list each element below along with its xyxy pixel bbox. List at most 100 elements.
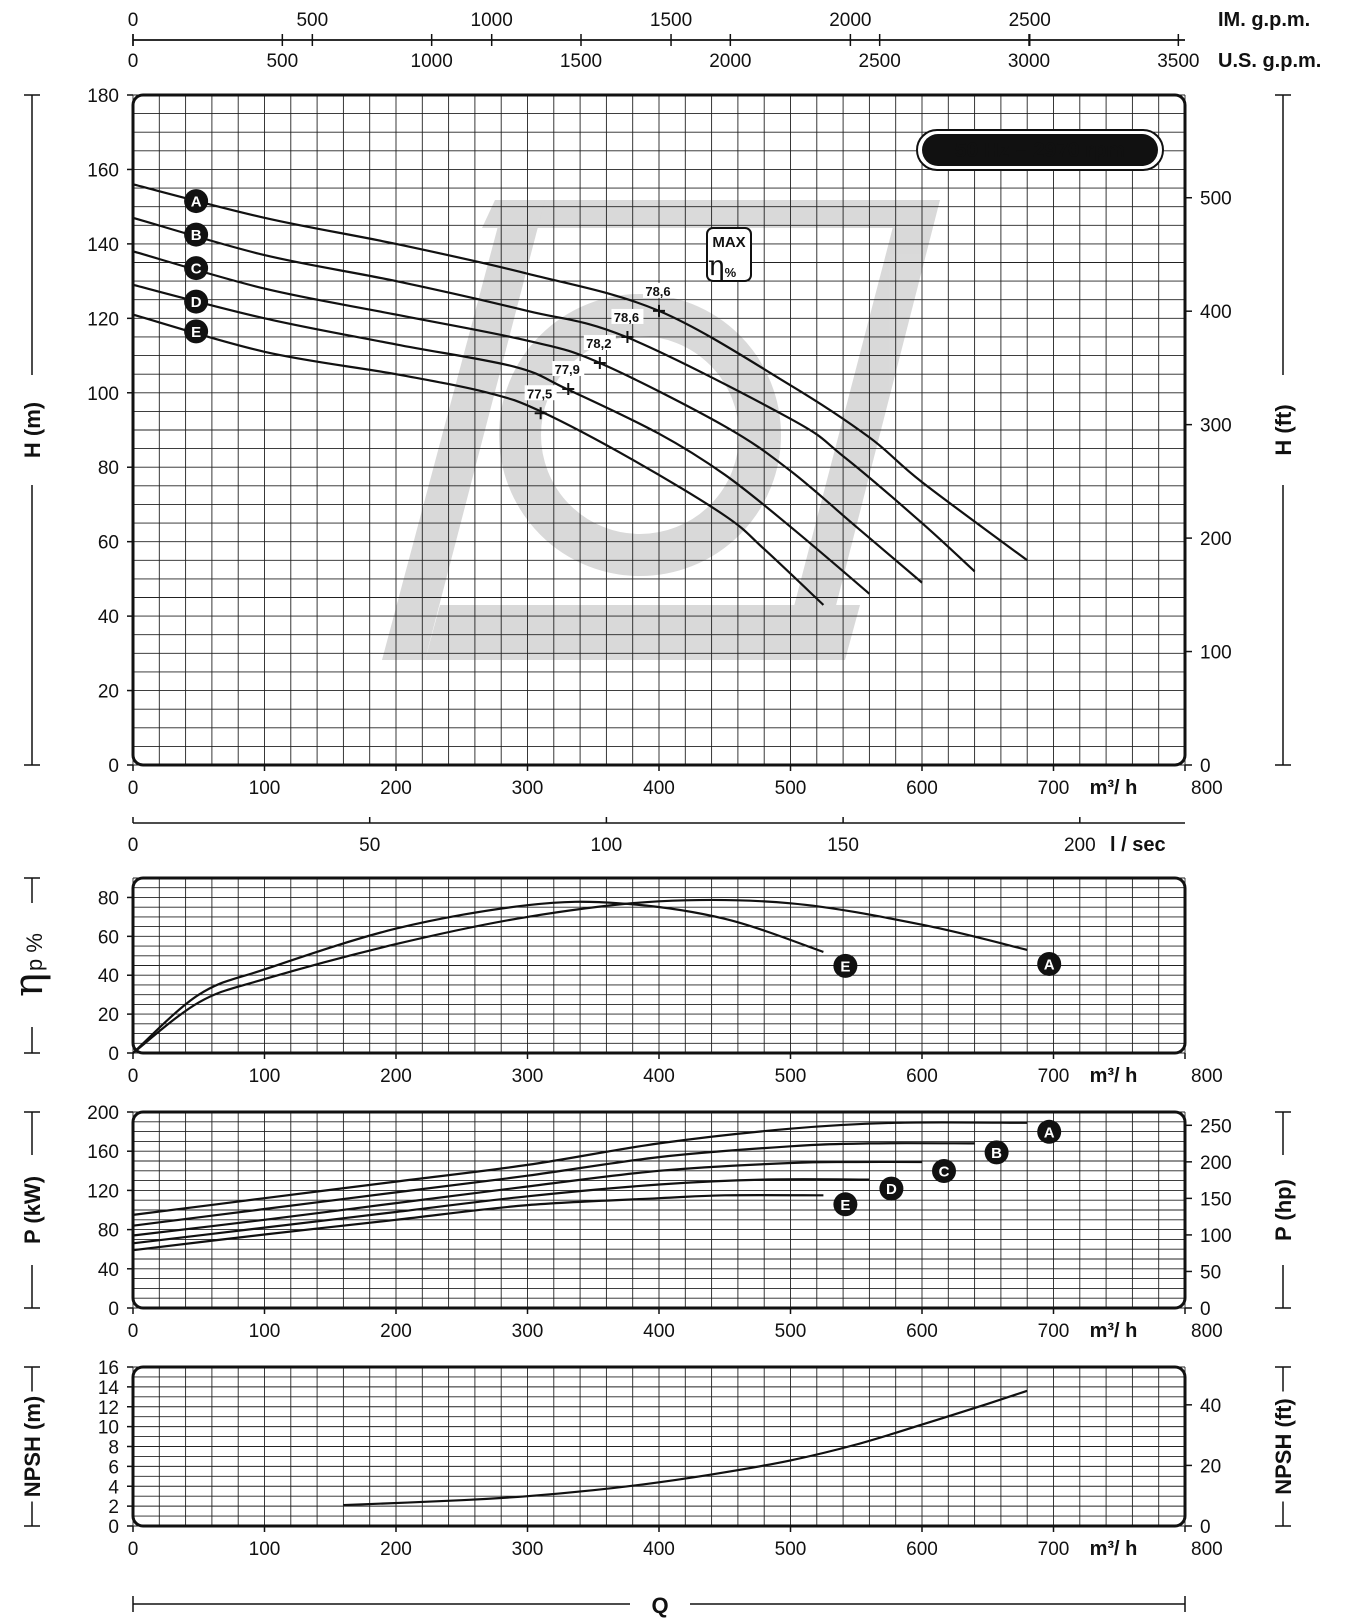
svg-text:A: A [191, 194, 202, 211]
efficiency-y-tick-label: 20 [98, 1005, 119, 1026]
npsh-y-tick-label: 8 [108, 1438, 119, 1459]
power-y-tick-label: 200 [87, 1103, 119, 1124]
npsh-curve [343, 1389, 1028, 1507]
us-gpm-axis-tick-label: 2000 [709, 51, 751, 72]
head-badge-A: A [184, 189, 209, 214]
lsec-tick-label: 200 [1064, 835, 1096, 856]
power-panel-grid [131, 1110, 1187, 1310]
efficiency-x-tick-label: 0 [128, 1066, 139, 1087]
frequency-badge: 50 Hz – 2970 rpm [916, 129, 1164, 171]
head-ft-title: H (ft) [1271, 404, 1296, 455]
power-hp-right-tick-label: 150 [1200, 1189, 1232, 1210]
head-x-tick-label: 0 [128, 778, 139, 799]
npsh-y-tick-label: 2 [108, 1497, 119, 1518]
npsh-ft-right-tick-label: 0 [1200, 1517, 1211, 1538]
head-ft-right-tick-label: 300 [1200, 416, 1232, 437]
head-badge-E: E [184, 319, 209, 344]
npsh-x-tick-label: 600 [906, 1539, 938, 1560]
us-gpm-axis-tick-label: 2500 [859, 51, 901, 72]
efficiency-x-tick-label: 600 [906, 1066, 938, 1087]
head-badge-C: C [184, 256, 209, 281]
max-eta-label-D: 77,9 [552, 361, 585, 377]
us-gpm-axis-label: U.S. g.p.m. [1218, 50, 1321, 72]
head-ft-right-tick-label: 0 [1200, 756, 1211, 777]
efficiency-x-tick-label: 800 [1191, 1066, 1223, 1087]
head-x-tick-label: 600 [906, 778, 938, 799]
efficiency-x-tick-label: 200 [380, 1066, 412, 1087]
head-curve-B [132, 216, 976, 573]
head-x-tick-label: 300 [512, 778, 544, 799]
head-y-tick-label: 120 [87, 309, 119, 330]
svg-text:η%: η% [708, 249, 737, 282]
npsh-x-tick-label: 500 [775, 1539, 807, 1560]
svg-text:77,5: 77,5 [527, 386, 552, 401]
efficiency-curve-A [132, 898, 1028, 1054]
head-x-tick-label: 100 [249, 778, 281, 799]
im-gpm-axis-label: IM. g.p.m. [1218, 9, 1310, 31]
svg-text:B: B [191, 227, 202, 244]
npsh-x-tick-label: 700 [1038, 1539, 1070, 1560]
npsh-y-title: NPSH (m) [20, 1396, 45, 1497]
head-curve-C [132, 250, 923, 584]
npsh-y-tick-label: 0 [108, 1517, 119, 1538]
npsh-x-tick-label: 300 [512, 1539, 544, 1560]
efficiency-y-tick-label: 80 [98, 888, 119, 909]
power-x-tick-label: 300 [512, 1321, 544, 1342]
power-y-tick-label: 0 [108, 1299, 119, 1320]
head-y-tick-label: 160 [87, 160, 119, 181]
head-x-tick-label: 800 [1191, 778, 1223, 799]
im-gpm-axis-tick-label: 1500 [650, 10, 692, 31]
efficiency-x-tick-label: 100 [249, 1066, 281, 1087]
power-y-title: P (kW) [20, 1176, 45, 1244]
efficiency-curve-E [132, 900, 824, 1054]
q-title: Q [651, 1593, 668, 1618]
head-badge-B: B [184, 222, 209, 247]
im-gpm-axis-tick-label: 2000 [829, 10, 871, 31]
us-gpm-axis-tick-label: 0 [128, 51, 139, 72]
svg-text:C: C [939, 1163, 950, 1180]
power-y-tick-label: 40 [98, 1260, 119, 1281]
svg-text:A: A [1044, 1124, 1055, 1141]
npsh-y-tick-label: 14 [98, 1378, 120, 1399]
svg-text:D: D [191, 294, 202, 311]
npsh-x-tick-label: 200 [380, 1539, 412, 1560]
svg-text:E: E [840, 1197, 850, 1214]
head-x-tick-label: 400 [643, 778, 675, 799]
power-curve-A [132, 1121, 1028, 1216]
npsh-y-tick-label: 16 [98, 1358, 119, 1379]
lsec-tick-label: 0 [128, 835, 139, 856]
power-x-tick-label: 800 [1191, 1321, 1223, 1342]
svg-text:B: B [991, 1145, 1002, 1162]
power-curve-E [132, 1193, 824, 1252]
head-y-tick-label: 100 [87, 384, 119, 405]
power-hp-right-tick-label: 0 [1200, 1299, 1211, 1320]
efficiency-x-tick-label: 500 [775, 1066, 807, 1087]
efficiency-badge-A: A [1037, 951, 1062, 976]
head-panel-grid [131, 93, 1187, 767]
npsh-x-unit: m³/ h [1090, 1538, 1138, 1560]
power-badge-A: A [1037, 1119, 1062, 1144]
power-y-tick-label: 160 [87, 1142, 119, 1163]
lsec-tick-label: 150 [827, 835, 859, 856]
npsh-x-tick-label: 0 [128, 1539, 139, 1560]
efficiency-x-tick-label: 700 [1038, 1066, 1070, 1087]
power-y-tick-label: 120 [87, 1181, 119, 1202]
efficiency-y-title: ηp % [6, 933, 52, 997]
max-eta-label-A: 78,6 [643, 282, 675, 299]
efficiency-panel-grid [131, 876, 1187, 1055]
power-badge-B: B [984, 1140, 1009, 1165]
im-gpm-axis-tick-label: 500 [296, 10, 328, 31]
head-x-tick-label: 500 [775, 778, 807, 799]
efficiency-x-tick-label: 400 [643, 1066, 675, 1087]
power-x-unit: m³/ h [1090, 1320, 1138, 1342]
power-hp-title: P (hp) [1271, 1179, 1296, 1241]
head-curve-A [132, 183, 1028, 562]
npsh-y-tick-label: 12 [98, 1398, 119, 1419]
npsh-ft-title: NPSH (ft) [1271, 1398, 1296, 1495]
npsh-ft-right-tick-label: 40 [1200, 1396, 1221, 1417]
us-gpm-axis-tick-label: 500 [266, 51, 298, 72]
power-x-tick-label: 200 [380, 1321, 412, 1342]
head-x-tick-label: 200 [380, 778, 412, 799]
power-badge-E: E [833, 1192, 858, 1217]
